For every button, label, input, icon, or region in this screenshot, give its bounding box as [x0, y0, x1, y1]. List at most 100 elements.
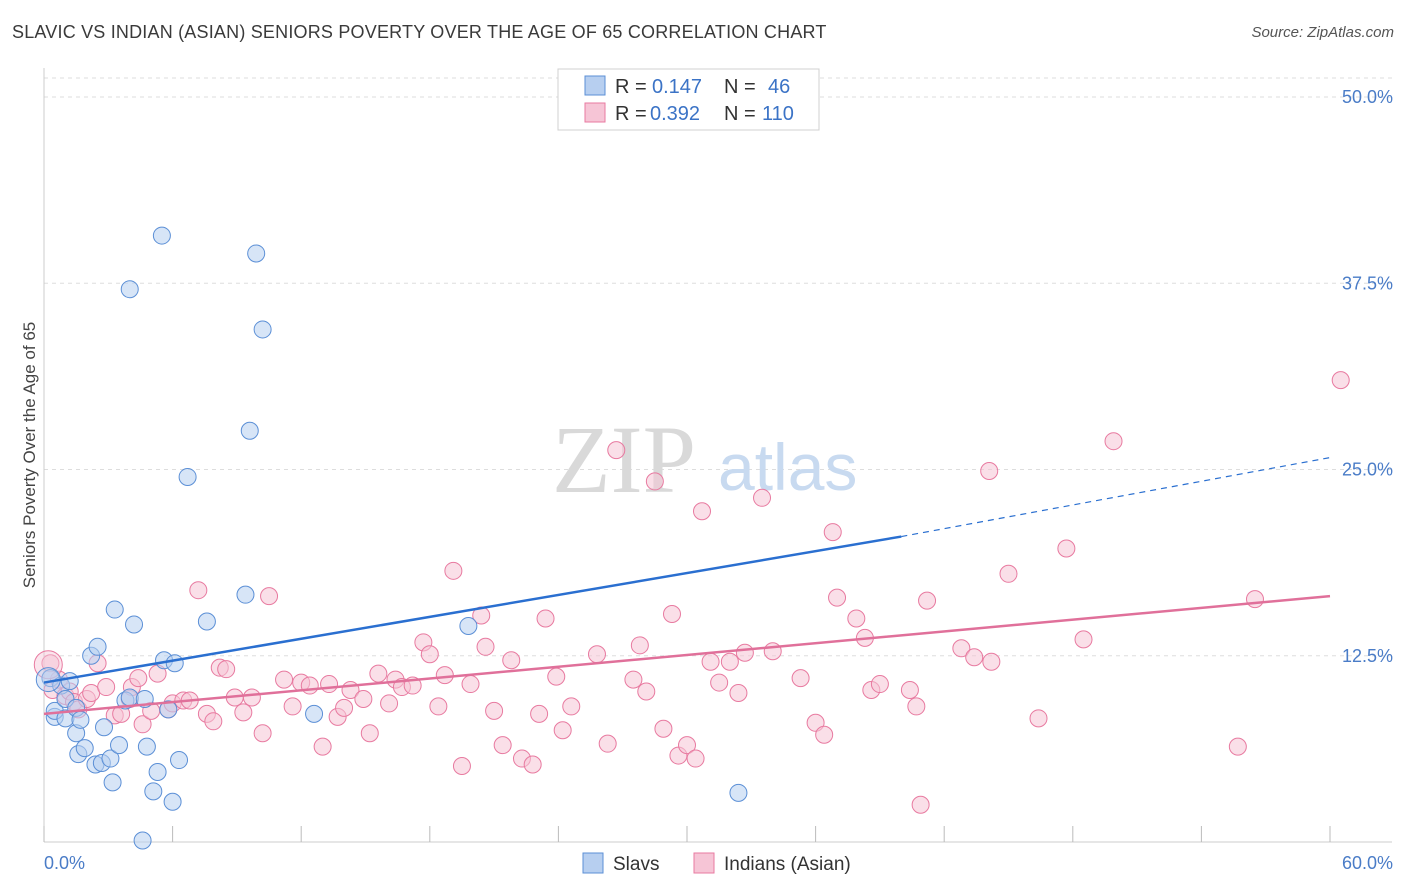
indians-point	[530, 704, 549, 723]
slavs-point	[110, 736, 129, 755]
slavs-point	[178, 467, 197, 486]
y-tick-label: 50.0%	[1342, 87, 1393, 107]
indians-point	[828, 588, 847, 607]
indians-point	[607, 441, 626, 460]
watermark-zip: ZIP	[552, 406, 696, 513]
legend-r-label-indians: R =	[615, 103, 647, 125]
x-tick-label-max: 60.0%	[1342, 853, 1393, 873]
indians-point	[1331, 371, 1350, 390]
slavs-point	[137, 737, 156, 756]
slavs-point	[165, 654, 184, 673]
indians-point	[452, 757, 471, 776]
indians-trend-line	[43, 594, 1331, 716]
indians-point	[82, 684, 101, 702]
indians-point	[624, 670, 643, 689]
indians-point	[536, 609, 555, 628]
slavs-point	[120, 280, 139, 299]
indians-point	[234, 703, 253, 722]
indians-point	[335, 698, 354, 717]
indians-point	[735, 643, 754, 662]
indians-point	[275, 670, 294, 689]
indians-point	[729, 684, 748, 702]
indians-point	[133, 715, 152, 734]
legend-r-value-slavs: 0.147	[652, 76, 702, 98]
indians-point	[553, 721, 572, 740]
slavs-point	[95, 718, 114, 737]
legend-n-value-slavs: 46	[768, 76, 790, 98]
legend-box: R = 0.147 N = 46 R = 0.392 N = 110	[557, 68, 820, 131]
indians-point	[654, 719, 673, 738]
indians-point	[523, 755, 542, 774]
indians-point	[645, 472, 664, 491]
slavs-point	[71, 710, 90, 729]
indians-point	[693, 502, 712, 521]
indians-point	[204, 712, 223, 731]
indians-point	[435, 666, 454, 685]
slavs-trend-extension	[901, 456, 1331, 538]
indians-point	[1228, 737, 1247, 756]
x-tick-label-min: 0.0%	[44, 853, 85, 873]
indians-point	[242, 688, 261, 707]
indians-point	[420, 645, 439, 664]
slavs-point	[305, 704, 324, 723]
slavs-point	[75, 739, 94, 758]
bottom-legend-label-indians: Indians (Asian)	[724, 854, 851, 875]
indians-point	[189, 581, 208, 600]
watermark-atlas: atlas	[718, 430, 857, 504]
indians-point	[900, 681, 919, 700]
indians-point	[313, 737, 332, 756]
gridlines	[44, 77, 1392, 657]
slavs-point	[125, 615, 144, 634]
indians-point	[253, 724, 272, 743]
slavs-point	[459, 616, 478, 635]
slavs-point	[120, 688, 139, 707]
indians-point	[547, 667, 566, 686]
slavs-trend-line	[43, 535, 902, 684]
indians-point	[982, 652, 1001, 671]
indians-point	[815, 725, 834, 744]
indians-point	[1074, 630, 1093, 649]
indians-point	[763, 642, 782, 661]
slavs-point	[253, 320, 272, 339]
y-tick-label: 25.0%	[1342, 460, 1393, 480]
indians-point	[283, 697, 302, 716]
legend-n-value-indians: 110	[762, 103, 794, 125]
slavs-point	[247, 244, 266, 263]
indians-point	[637, 682, 656, 701]
slavs-point	[197, 612, 216, 631]
indians-point	[823, 523, 842, 542]
bottom-legend-swatch-indians	[693, 852, 715, 874]
bottom-legend-label-slavs: Slavs	[613, 854, 659, 875]
bottom-legend-swatch-slavs	[582, 852, 604, 874]
indians-point	[1057, 539, 1076, 558]
indians-point	[791, 669, 810, 688]
chart-title: SLAVIC VS INDIAN (ASIAN) SENIORS POVERTY…	[12, 22, 827, 42]
slavs-point	[159, 700, 178, 719]
indians-point	[598, 734, 617, 753]
y-axis-label: Seniors Poverty Over the Age of 65	[20, 322, 39, 588]
indians-point	[1245, 590, 1264, 609]
indians-point	[710, 673, 729, 692]
slavs-point	[236, 585, 255, 604]
indians-point	[429, 697, 448, 716]
indians-point	[380, 694, 399, 713]
slavs-point	[133, 831, 152, 850]
indians-point	[97, 678, 116, 697]
slavs-point	[240, 421, 259, 440]
indians-point	[918, 591, 937, 610]
slavs-points	[35, 226, 748, 850]
watermark: ZIP atlas	[552, 406, 857, 513]
legend-swatch-indians	[584, 102, 606, 123]
indians-point	[907, 697, 926, 716]
indians-point	[686, 749, 705, 768]
legend-n-label-indians: N =	[724, 103, 756, 125]
slavs-point	[101, 749, 120, 768]
legend-r-label-slavs: R =	[615, 76, 647, 98]
indians-point	[493, 736, 512, 755]
indians-point	[502, 651, 521, 670]
source-label: Source: ZipAtlas.com	[1251, 24, 1394, 41]
slavs-point	[103, 773, 122, 792]
legend-r-value-indians: 0.392	[650, 103, 700, 125]
indians-point	[980, 461, 999, 480]
indians-point	[678, 736, 696, 755]
